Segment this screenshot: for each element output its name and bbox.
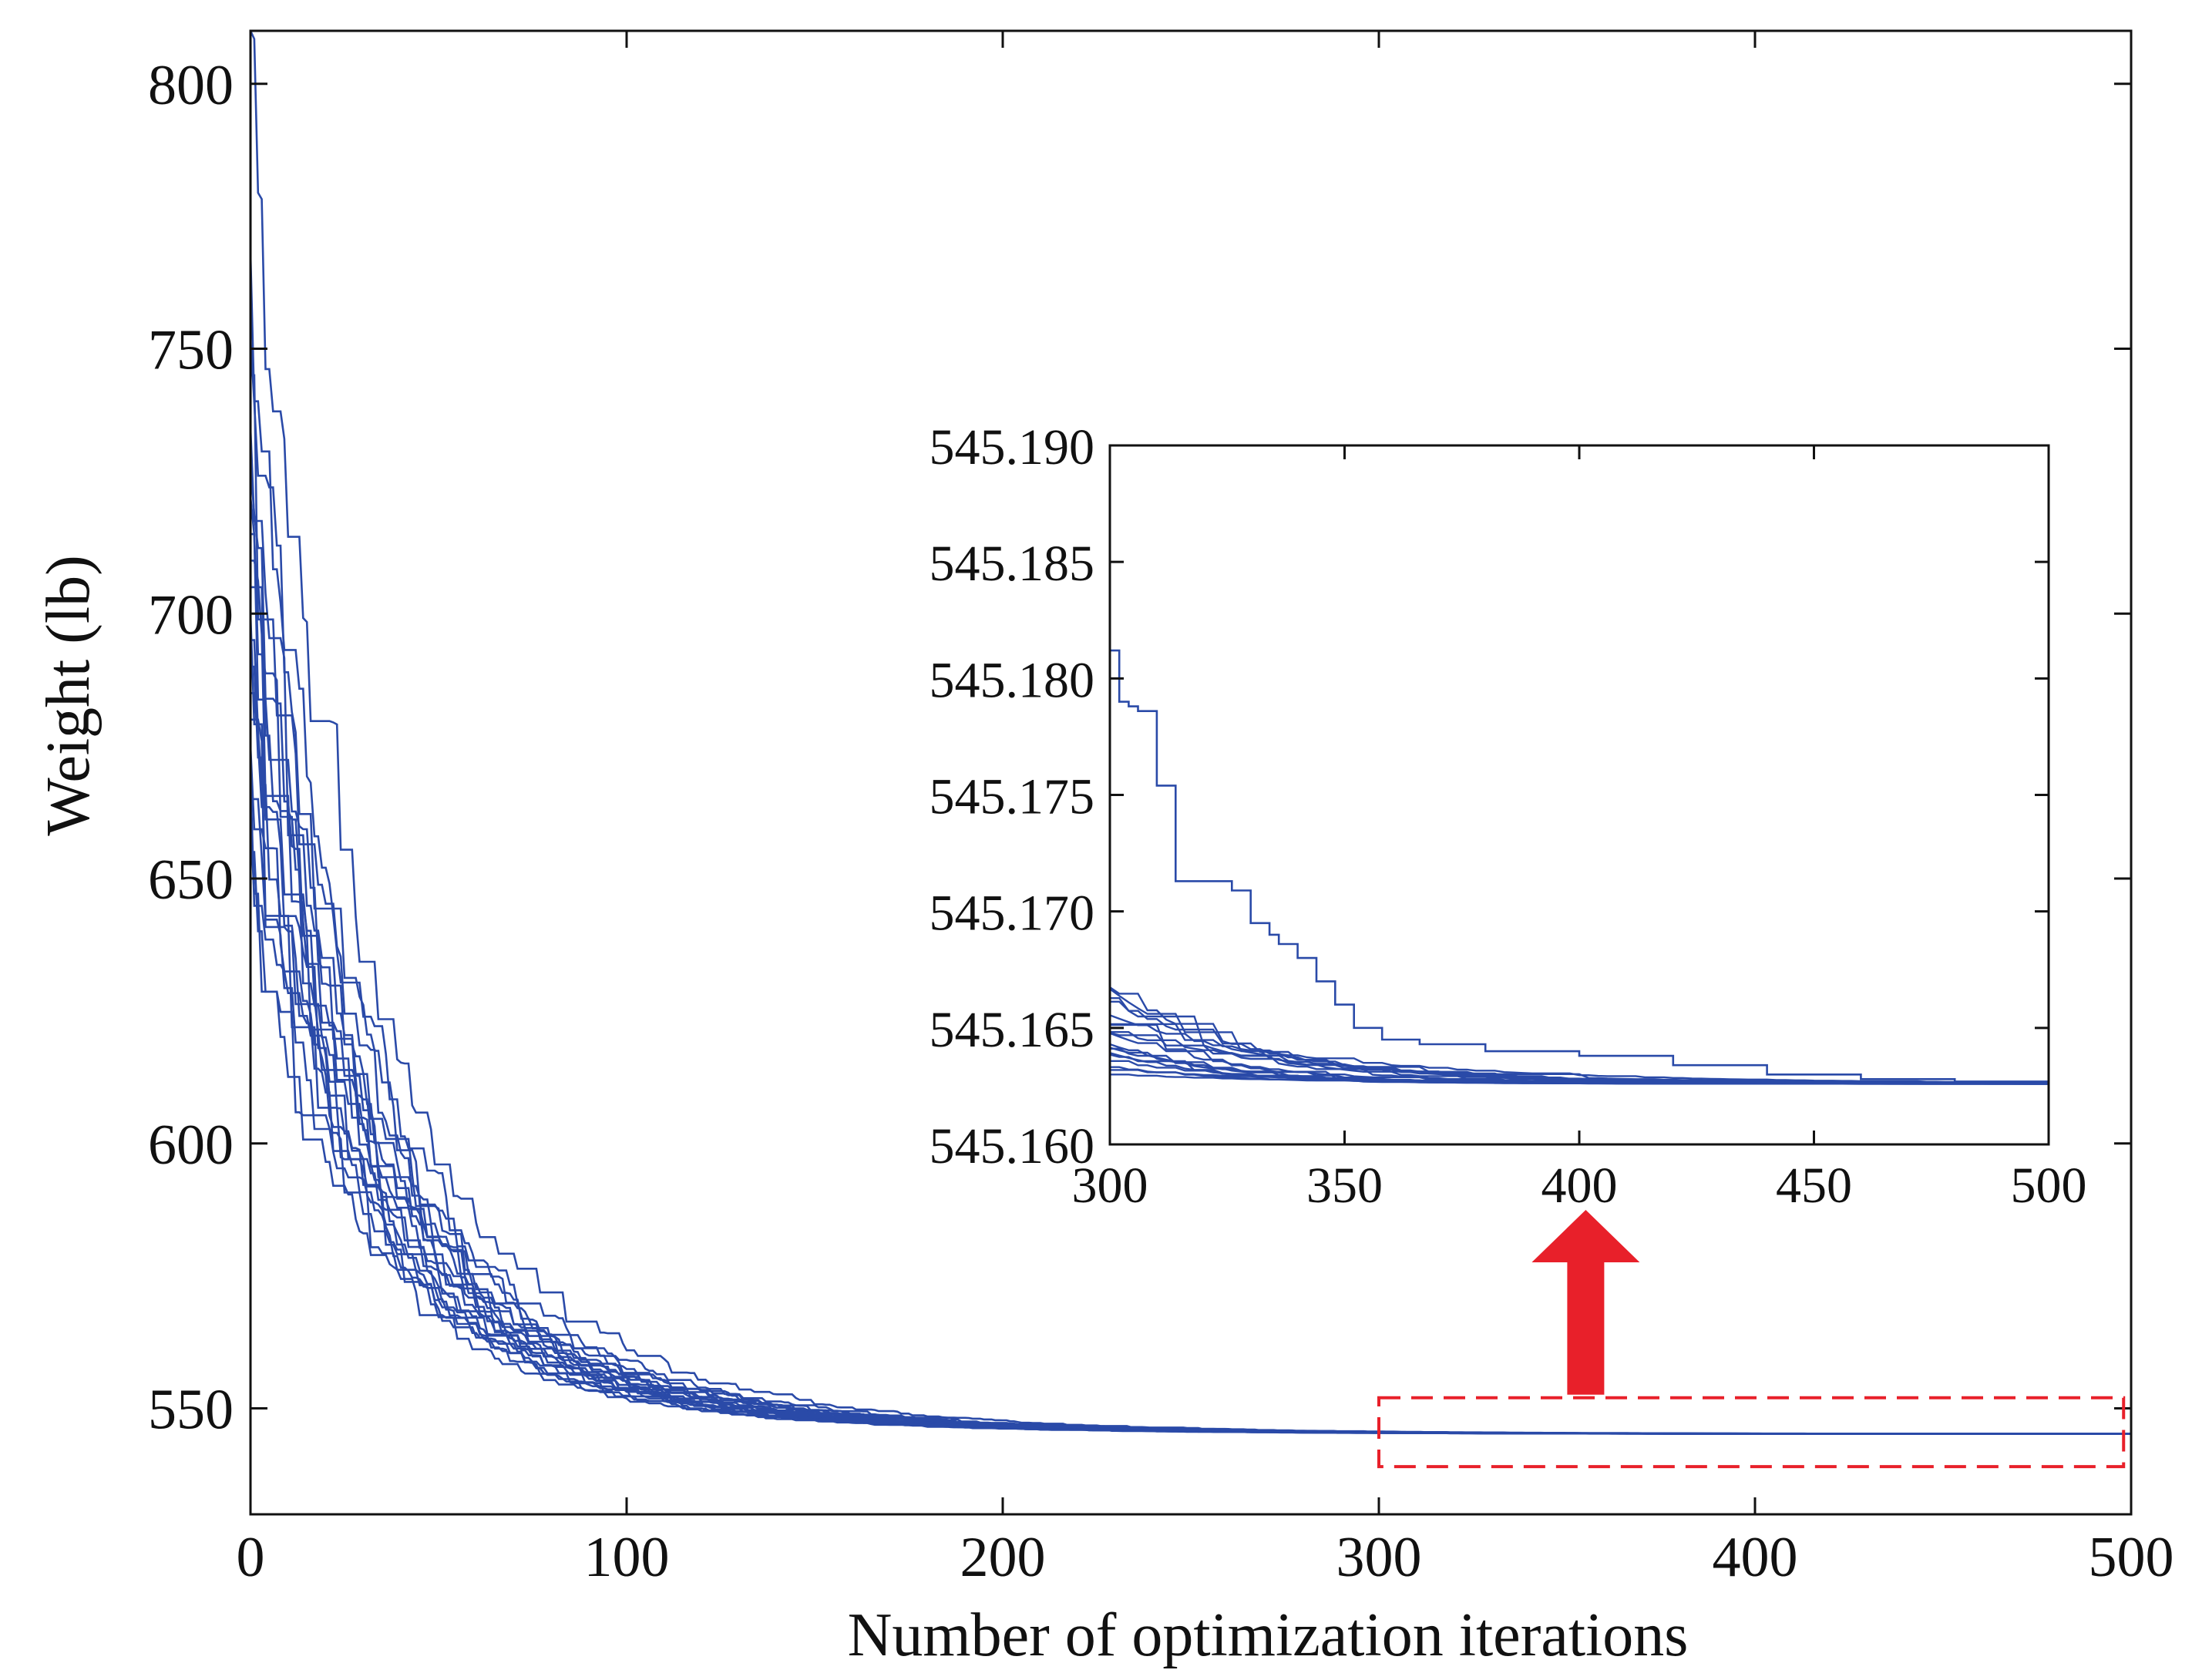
zoom-annotations [1377, 1210, 2126, 1469]
main-x-tick-labels: 0 100 200 300 400 500 [237, 1526, 2174, 1589]
main-y-tick-label: 550 [148, 1379, 234, 1442]
inset-y-tick-label: 545.180 [930, 652, 1095, 708]
inset-y-tick-labels: 545.160 545.165 545.170 545.175 545.180 545.1… [930, 419, 1095, 1174]
inset-y-tick-label: 545.170 [930, 885, 1095, 942]
inset-x-tick-labels: 300 350 400 450 500 [1072, 1158, 2087, 1214]
inset-y-tick-label: 545.190 [930, 419, 1095, 475]
inset-background [1110, 445, 2049, 1144]
inset-x-tick-label: 350 [1306, 1158, 1383, 1214]
y-axis-title: Weight (lb) [35, 555, 103, 836]
inset-x-tick-label: 500 [2011, 1158, 2087, 1214]
main-x-tick-label: 100 [584, 1526, 670, 1589]
inset-series-group [1110, 649, 2049, 1085]
inset-series-12 [1110, 1023, 2049, 1084]
main-x-tick-label: 500 [2089, 1526, 2174, 1589]
inset-series-outlier [1110, 649, 2049, 1084]
inset-x-tick-label: 450 [1776, 1158, 1852, 1214]
inset-y-tick-label: 545.185 [930, 536, 1095, 592]
inset-plot-frame [1108, 444, 2050, 1146]
inset-x-tick-label: 300 [1072, 1158, 1148, 1214]
main-y-tick-label: 700 [148, 583, 234, 647]
inset-y-tick-label: 545.160 [930, 1118, 1095, 1174]
main-x-tick-label: 400 [1713, 1526, 1798, 1589]
inset-y-tick-label: 545.165 [930, 1002, 1095, 1058]
main-plot-frame [249, 29, 2133, 1516]
main-chart: 0 100 200 300 400 500 550 600 650 700 750 800 Numb… [35, 29, 2174, 1669]
inset-series-19 [1110, 1000, 2049, 1085]
main-x-tick-label: 0 [237, 1526, 265, 1589]
inset-chart: 300 350 400 450 500 545.160545.165545.170545… [930, 419, 2087, 1214]
main-y-tick-label: 600 [148, 1114, 234, 1177]
main-y-tick-label: 800 [148, 54, 234, 117]
inset-x-tick-label: 400 [1541, 1158, 1618, 1214]
main-y-tick-labels: 550 600 650 700 750 800 [148, 54, 234, 1442]
main-y-tick-label: 650 [148, 848, 234, 912]
main-x-tick-label: 300 [1336, 1526, 1422, 1589]
main-series-20 [250, 851, 2131, 1435]
inset-y-tick-label: 545.175 [930, 769, 1095, 825]
zoom-region-box [1377, 1396, 2126, 1469]
main-y-tick-label: 750 [148, 319, 234, 382]
main-series-group [250, 31, 2131, 1435]
x-axis-title: Number of optimization iterations [848, 1601, 1689, 1669]
main-x-tick-label: 200 [960, 1526, 1046, 1589]
zoom-arrow-icon [1531, 1210, 1640, 1395]
